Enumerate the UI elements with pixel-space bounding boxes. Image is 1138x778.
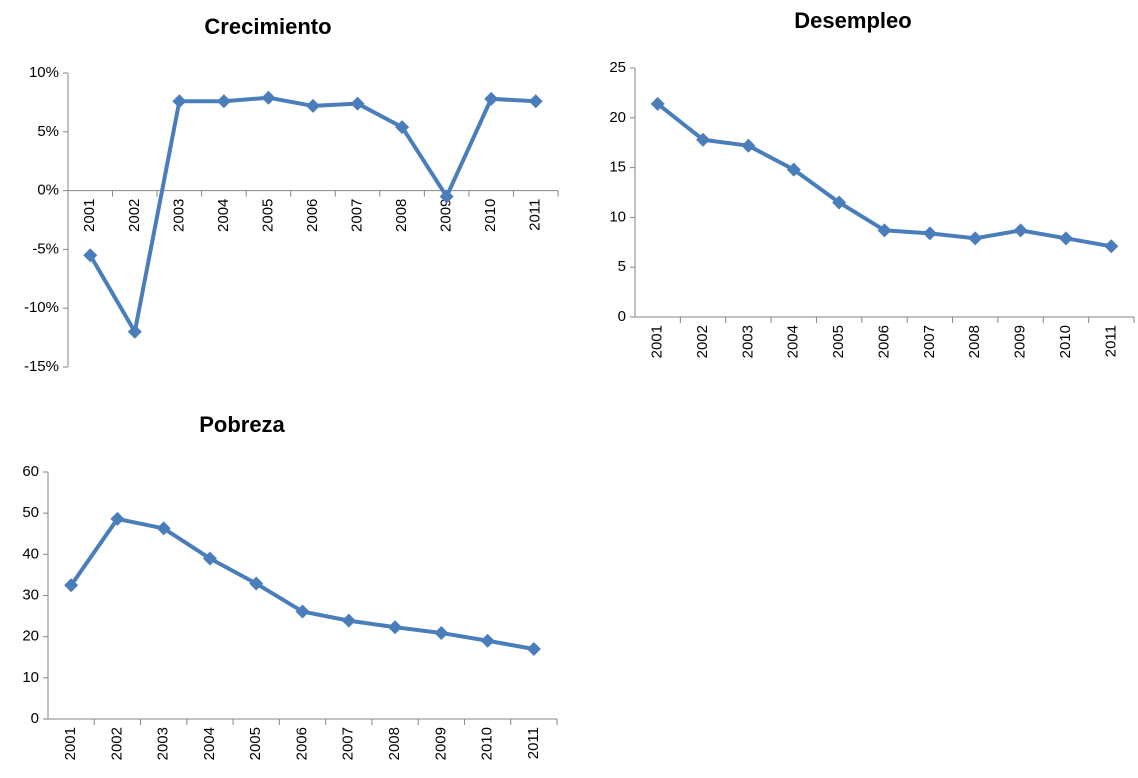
data-point — [295, 604, 310, 619]
data-point — [388, 620, 403, 635]
data-point — [261, 90, 276, 105]
x-tick-label: 2001 — [81, 199, 98, 232]
data-line — [69, 516, 535, 651]
x-tick-label: 2005 — [830, 325, 847, 358]
x-tick-label: 2008 — [966, 325, 983, 358]
y-tick-label: 10% — [29, 64, 59, 81]
data-point — [968, 231, 983, 246]
data-point — [832, 195, 847, 210]
y-tick-label: 10 — [609, 208, 626, 225]
chart: Crecimiento -15% -10% -5% 0% 5% 10% 2001 2002 200… — [24, 14, 559, 375]
x-tick-label: 2011 — [1102, 325, 1119, 357]
data-point — [1104, 239, 1119, 254]
data-point — [922, 226, 937, 241]
x-tick-label: 2011 — [525, 727, 542, 759]
x-tick-label: 2010 — [1057, 325, 1074, 358]
x-tick-label: 2003 — [155, 727, 172, 760]
y-tick-label: -10% — [24, 299, 59, 316]
x-tick-label: 2007 — [349, 199, 366, 232]
data-point — [127, 324, 142, 339]
x-tick-label: 2002 — [126, 199, 143, 232]
y-tick-label: 40 — [22, 545, 39, 562]
data-point — [528, 94, 543, 109]
y-tick-label: -5% — [32, 240, 59, 257]
chart-title: Pobreza — [199, 412, 285, 437]
chart-title: Desempleo — [794, 8, 911, 33]
data-point — [650, 96, 665, 111]
data-point — [64, 578, 79, 593]
data-point — [480, 633, 495, 648]
y-tick-label: 0% — [37, 182, 59, 199]
data-point — [110, 511, 125, 526]
x-tick-label: 2009 — [438, 199, 455, 232]
data-point — [741, 138, 756, 153]
x-tick-label: 2004 — [201, 727, 218, 760]
y-tick-label: 10 — [22, 669, 39, 686]
data-point — [696, 132, 711, 147]
x-tick-label: 2008 — [393, 199, 410, 232]
chart: Pobreza 0 10 20 30 40 50 60 2001 2002 2003 2004 2005… — [22, 412, 558, 760]
x-tick-label: 2009 — [1012, 325, 1029, 358]
y-tick-label: -15% — [24, 358, 59, 375]
x-tick-label: 2007 — [340, 727, 357, 760]
data-point — [786, 162, 801, 177]
x-tick-label: 2006 — [304, 199, 321, 232]
y-tick-label: 50 — [22, 504, 39, 521]
y-tick-label: 0 — [618, 308, 626, 325]
data-point — [877, 223, 892, 238]
x-tick-label: 2001 — [62, 727, 79, 760]
x-tick-label: 2005 — [247, 727, 264, 760]
data-point — [202, 551, 217, 566]
data-point — [83, 248, 98, 263]
data-point — [526, 642, 541, 657]
x-tick-label: 2007 — [921, 325, 938, 358]
y-tick-label: 60 — [22, 463, 39, 480]
x-tick-label: 2003 — [170, 199, 187, 232]
x-tick-label: 2011 — [527, 199, 544, 231]
chart: Desempleo 0 5 10 15 20 25 2001 2002 2003 2004 2005 2… — [609, 8, 1135, 358]
chart-title: Crecimiento — [204, 14, 331, 39]
data-point — [172, 94, 187, 109]
x-tick-label: 2010 — [482, 199, 499, 232]
data-point — [350, 96, 365, 111]
x-tick-label: 2001 — [649, 325, 666, 358]
data-point — [249, 576, 264, 591]
x-tick-label: 2006 — [875, 325, 892, 358]
data-point — [434, 625, 449, 640]
x-tick-label: 2002 — [108, 727, 125, 760]
x-tick-label: 2006 — [293, 727, 310, 760]
data-point — [1058, 231, 1073, 246]
data-point — [156, 521, 171, 536]
data-point — [306, 98, 320, 113]
data-point — [484, 91, 499, 106]
y-tick-label: 5% — [37, 123, 59, 140]
y-tick-label: 15 — [609, 159, 626, 176]
y-tick-label: 5 — [618, 258, 626, 275]
y-tick-label: 0 — [31, 710, 39, 727]
y-tick-label: 30 — [22, 586, 39, 603]
y-tick-label: 20 — [609, 109, 626, 126]
x-tick-label: 2002 — [694, 325, 711, 358]
x-tick-label: 2010 — [479, 727, 496, 760]
x-tick-label: 2004 — [785, 325, 802, 358]
y-tick-label: 20 — [22, 628, 39, 645]
data-point — [1013, 223, 1028, 238]
y-tick-label: 25 — [609, 59, 626, 76]
data-point — [341, 613, 356, 628]
x-tick-label: 2008 — [386, 727, 403, 760]
data-point — [439, 189, 454, 204]
x-tick-label: 2004 — [215, 199, 232, 232]
data-point — [216, 94, 231, 109]
x-tick-label: 2009 — [432, 727, 449, 760]
x-tick-label: 2003 — [739, 325, 756, 358]
data-point — [395, 120, 410, 135]
x-tick-label: 2005 — [259, 199, 276, 232]
